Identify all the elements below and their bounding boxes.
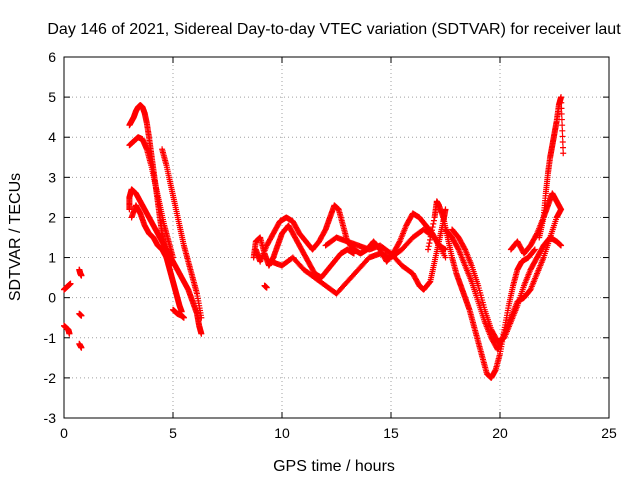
data-point <box>429 224 436 231</box>
data-point <box>454 245 461 252</box>
data-point <box>559 127 566 134</box>
y-tick-label: -3 <box>44 410 57 426</box>
data-point <box>442 254 449 261</box>
y-tick-label: 2 <box>48 209 56 225</box>
data-point <box>558 116 565 123</box>
data-point <box>426 240 433 247</box>
y-axis-label: SDTVAR / TECUs <box>7 173 24 301</box>
x-tick-label: 5 <box>169 425 177 441</box>
data-point <box>430 220 437 227</box>
data-point <box>558 99 565 106</box>
data-point <box>430 217 437 224</box>
data-point <box>558 206 565 213</box>
data-series <box>61 94 567 381</box>
data-point <box>533 231 540 238</box>
data-point <box>427 233 434 240</box>
y-tick-label: 4 <box>48 129 56 145</box>
data-point <box>426 279 433 286</box>
x-tick-label: 25 <box>601 425 617 441</box>
data-point <box>180 314 187 321</box>
data-point <box>66 330 73 337</box>
y-tick-label: -1 <box>44 330 57 346</box>
data-point <box>560 144 567 151</box>
data-point <box>425 246 432 253</box>
data-point <box>425 243 432 250</box>
data-point <box>198 330 205 337</box>
x-tick-label: 15 <box>383 425 399 441</box>
y-tick-label: -2 <box>44 370 57 386</box>
data-point <box>442 206 449 213</box>
data-point <box>428 227 435 234</box>
y-tick-label: 6 <box>48 49 56 65</box>
plot-frame <box>63 56 610 419</box>
data-point <box>78 272 85 279</box>
data-point <box>198 314 205 321</box>
data-point <box>558 94 565 101</box>
y-tick-label: 5 <box>48 89 56 105</box>
data-point <box>558 242 565 249</box>
data-point <box>167 262 174 269</box>
data-point <box>396 239 403 246</box>
x-tick-label: 0 <box>60 425 68 441</box>
y-tick-label: 3 <box>48 169 56 185</box>
data-point <box>559 122 566 129</box>
y-tick-label: 0 <box>48 290 56 306</box>
data-point <box>531 247 538 254</box>
y-tick-label: 1 <box>48 250 56 266</box>
data-point <box>67 280 74 287</box>
data-point <box>170 254 176 261</box>
data-point <box>531 246 538 253</box>
data-point <box>78 312 85 319</box>
data-point <box>427 236 434 243</box>
x-tick-label: 20 <box>492 425 508 441</box>
x-tick-label: 10 <box>274 425 290 441</box>
data-point <box>428 230 435 237</box>
data-point <box>558 110 565 117</box>
data-point <box>263 284 270 291</box>
data-point <box>559 133 566 140</box>
data-point <box>461 245 468 252</box>
chart-title: Day 146 of 2021, Sidereal Day-to-day VTE… <box>47 21 621 38</box>
data-point <box>560 150 567 157</box>
data-point <box>78 344 85 351</box>
x-axis-label: GPS time / hours <box>273 458 395 475</box>
axis-ticks: 0 5 10 15 20 25 -3 -2 -1 0 1 2 3 4 5 6 <box>44 49 617 441</box>
data-point <box>559 139 566 146</box>
data-point <box>558 105 565 112</box>
